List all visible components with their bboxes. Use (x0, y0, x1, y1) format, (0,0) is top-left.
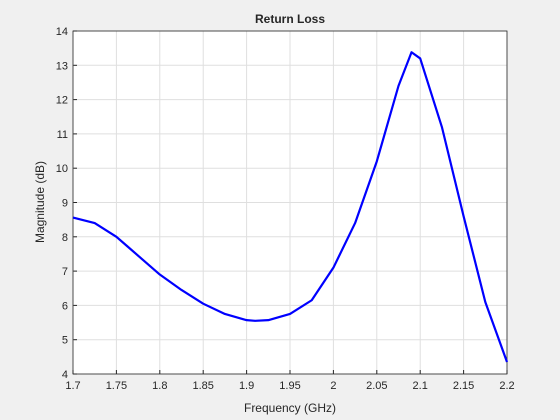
x-tick-label: 2.1 (413, 380, 428, 392)
x-tick-label: 2 (330, 380, 336, 392)
x-tick-label: 1.85 (192, 380, 213, 392)
y-tick-label: 8 (62, 232, 68, 244)
y-tick-label: 10 (56, 163, 68, 175)
y-tick-label: 6 (62, 300, 68, 312)
x-tick-label: 1.8 (152, 380, 167, 392)
y-tick-label: 7 (62, 266, 68, 278)
y-tick-label: 13 (56, 60, 68, 72)
y-tick-label: 14 (56, 26, 68, 38)
x-tick-label: 1.9 (239, 380, 254, 392)
y-tick-label: 9 (62, 198, 68, 210)
y-axis-label: Magnitude (dB) (33, 161, 47, 243)
x-tick-label: 1.7 (65, 380, 80, 392)
x-tick-label: 1.95 (279, 380, 300, 392)
chart-title: Return Loss (255, 12, 325, 26)
x-tick-label: 2.15 (453, 380, 474, 392)
y-tick-label: 12 (56, 95, 68, 107)
axes-box (72, 30, 508, 375)
x-tick-label: 2.2 (499, 380, 514, 392)
x-tick-label: 1.75 (106, 380, 127, 392)
y-tick-label: 11 (57, 129, 68, 141)
y-tick-label: 5 (62, 335, 68, 347)
data-line (72, 51, 509, 363)
y-tick-label: 4 (62, 369, 68, 381)
x-tick-label: 2.05 (366, 380, 387, 392)
x-axis-label: Frequency (GHz) (244, 401, 336, 415)
